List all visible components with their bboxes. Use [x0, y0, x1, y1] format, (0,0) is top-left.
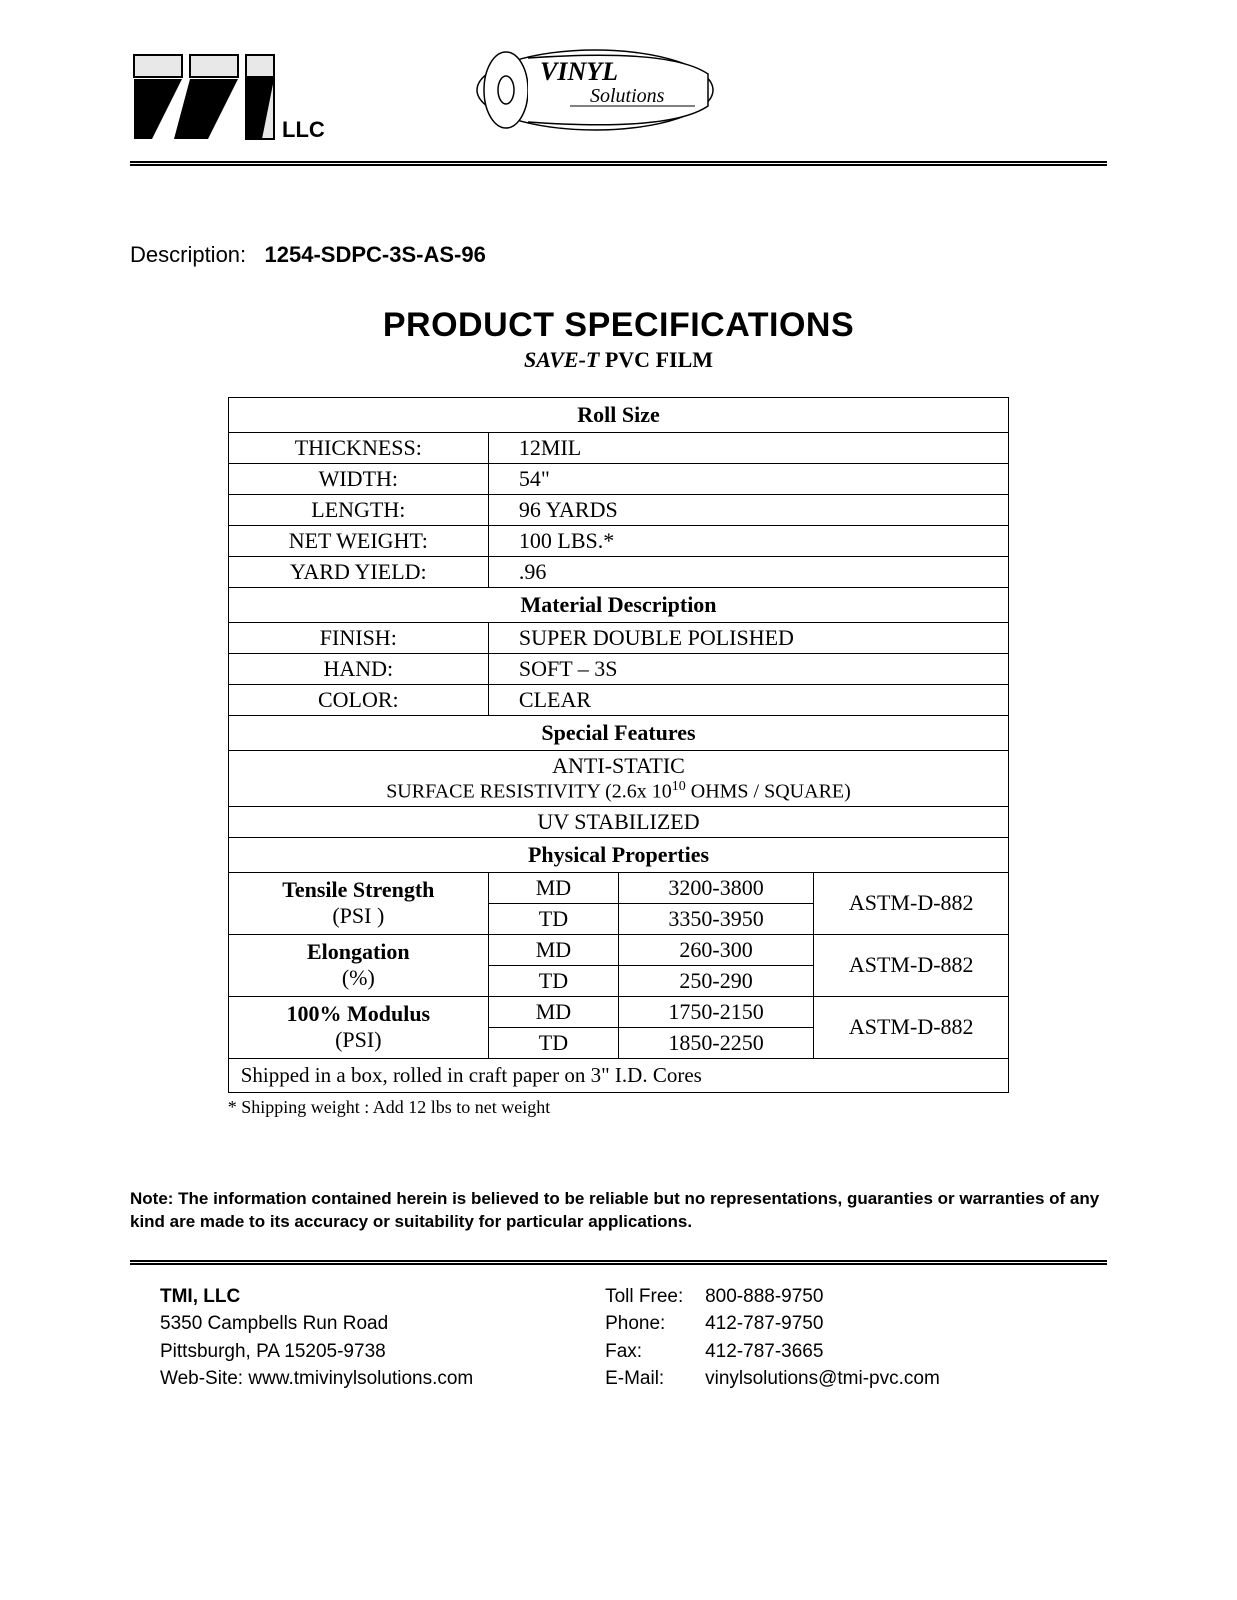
footer-rule: [130, 1260, 1107, 1271]
section-header: Physical Properties: [228, 837, 1009, 872]
footer-contacts: Toll Free:800-888-9750Phone:412-787-9750…: [605, 1283, 1107, 1393]
asterisk-note: * Shipping weight : Add 12 lbs to net we…: [228, 1097, 1010, 1118]
table-row: YARD YIELD:.96: [228, 557, 1009, 588]
company-name: TMI, LLC: [160, 1283, 605, 1311]
description-label: Description:: [130, 242, 246, 267]
standard: ASTM-D-882: [814, 934, 1009, 996]
disclaimer-note: Note: The information contained herein i…: [130, 1188, 1107, 1234]
contact-value: 412-787-3665: [705, 1338, 823, 1366]
value-td: 3350-3950: [619, 903, 814, 934]
direction-td: TD: [488, 965, 618, 996]
direction-md: MD: [488, 996, 618, 1027]
direction-md: MD: [488, 934, 618, 965]
tmi-logo: LLC: [130, 43, 330, 143]
property-name: Tensile Strength(PSI ): [228, 872, 488, 934]
property-row: Elongation(%)MD260-300ASTM-D-882: [228, 934, 1009, 965]
tmi-logo-icon: LLC: [130, 43, 330, 143]
spec-value: SUPER DOUBLE POLISHED: [488, 623, 1008, 654]
spec-key: YARD YIELD:: [228, 557, 488, 588]
table-row: NET WEIGHT:100 LBS.*: [228, 526, 1009, 557]
spec-value: 100 LBS.*: [488, 526, 1008, 557]
spec-key: THICKNESS:: [228, 433, 488, 464]
value-md: 3200-3800: [619, 872, 814, 903]
antistatic-row: ANTI-STATICSURFACE RESISTIVITY (2.6x 101…: [228, 751, 1009, 807]
spec-value: SOFT – 3S: [488, 654, 1008, 685]
spec-value: 96 YARDS: [488, 495, 1008, 526]
spec-key: COLOR:: [228, 685, 488, 716]
contact-row: Phone:412-787-9750: [605, 1310, 1107, 1338]
spec-key: WIDTH:: [228, 464, 488, 495]
value-td: 250-290: [619, 965, 814, 996]
uv-row: UV STABILIZED: [228, 806, 1009, 837]
description-line: Description: 1254-SDPC-3S-AS-96: [130, 242, 1107, 268]
document-page: LLC VINYL Solutions Description: 1254-SD…: [0, 0, 1237, 1600]
contact-label: Fax:: [605, 1338, 705, 1366]
table-row: WIDTH:54": [228, 464, 1009, 495]
address-line-1: 5350 Campbells Run Road: [160, 1310, 605, 1338]
spec-value: .96: [488, 557, 1008, 588]
value-md: 1750-2150: [619, 996, 814, 1027]
table-row: THICKNESS:12MIL: [228, 433, 1009, 464]
contact-label: E-Mail:: [605, 1365, 705, 1393]
spec-key: LENGTH:: [228, 495, 488, 526]
standard: ASTM-D-882: [814, 872, 1009, 934]
header-logos: LLC VINYL Solutions: [130, 40, 1107, 145]
table-row: LENGTH:96 YARDS: [228, 495, 1009, 526]
svg-text:Solutions: Solutions: [590, 85, 665, 107]
spec-key: HAND:: [228, 654, 488, 685]
website-line: Web-Site: www.tmivinylsolutions.com: [160, 1365, 605, 1393]
footer-address: TMI, LLC 5350 Campbells Run Road Pittsbu…: [130, 1283, 605, 1393]
header-rule: [130, 161, 1107, 172]
contact-value: 412-787-9750: [705, 1310, 823, 1338]
table-row: HAND:SOFT – 3S: [228, 654, 1009, 685]
spec-key: NET WEIGHT:: [228, 526, 488, 557]
property-name: 100% Modulus(PSI): [228, 996, 488, 1058]
value-td: 1850-2250: [619, 1027, 814, 1058]
table-row: FINISH:SUPER DOUBLE POLISHED: [228, 623, 1009, 654]
spec-key: FINISH:: [228, 623, 488, 654]
property-row: 100% Modulus(PSI)MD1750-2150ASTM-D-882: [228, 996, 1009, 1027]
contact-row: Toll Free:800-888-9750: [605, 1283, 1107, 1311]
spec-value: 54": [488, 464, 1008, 495]
vinyl-solutions-logo: VINYL Solutions: [470, 40, 720, 145]
contact-row: Fax:412-787-3665: [605, 1338, 1107, 1366]
standard: ASTM-D-882: [814, 996, 1009, 1058]
property-row: Tensile Strength(PSI )MD3200-3800ASTM-D-…: [228, 872, 1009, 903]
contact-value: 800-888-9750: [705, 1283, 823, 1311]
section-header: Material Description: [228, 588, 1009, 623]
property-name: Elongation(%): [228, 934, 488, 996]
shipping-note-row: Shipped in a box, rolled in craft paper …: [228, 1058, 1009, 1092]
section-header: Roll Size: [228, 398, 1009, 433]
description-value: 1254-SDPC-3S-AS-96: [265, 242, 486, 267]
direction-md: MD: [488, 872, 618, 903]
spec-table: Roll SizeTHICKNESS:12MILWIDTH:54"LENGTH:…: [228, 397, 1010, 1093]
value-md: 260-300: [619, 934, 814, 965]
svg-text:VINYL: VINYL: [540, 57, 618, 86]
address-line-2: Pittsburgh, PA 15205-9738: [160, 1338, 605, 1366]
contact-value: vinylsolutions@tmi-pvc.com: [705, 1365, 940, 1393]
footer: TMI, LLC 5350 Campbells Run Road Pittsbu…: [130, 1283, 1107, 1393]
page-subtitle: SAVE-T PVC FILM: [130, 347, 1107, 373]
spec-value: 12MIL: [488, 433, 1008, 464]
spec-value: CLEAR: [488, 685, 1008, 716]
contact-row: E-Mail:vinylsolutions@tmi-pvc.com: [605, 1365, 1107, 1393]
vinyl-roll-icon: VINYL Solutions: [470, 40, 720, 140]
direction-td: TD: [488, 1027, 618, 1058]
page-title: PRODUCT SPECIFICATIONS: [130, 306, 1107, 345]
table-row: COLOR:CLEAR: [228, 685, 1009, 716]
contact-label: Phone:: [605, 1310, 705, 1338]
logo-suffix-text: LLC: [282, 117, 325, 142]
direction-td: TD: [488, 903, 618, 934]
section-header: Special Features: [228, 716, 1009, 751]
contact-label: Toll Free:: [605, 1283, 705, 1311]
